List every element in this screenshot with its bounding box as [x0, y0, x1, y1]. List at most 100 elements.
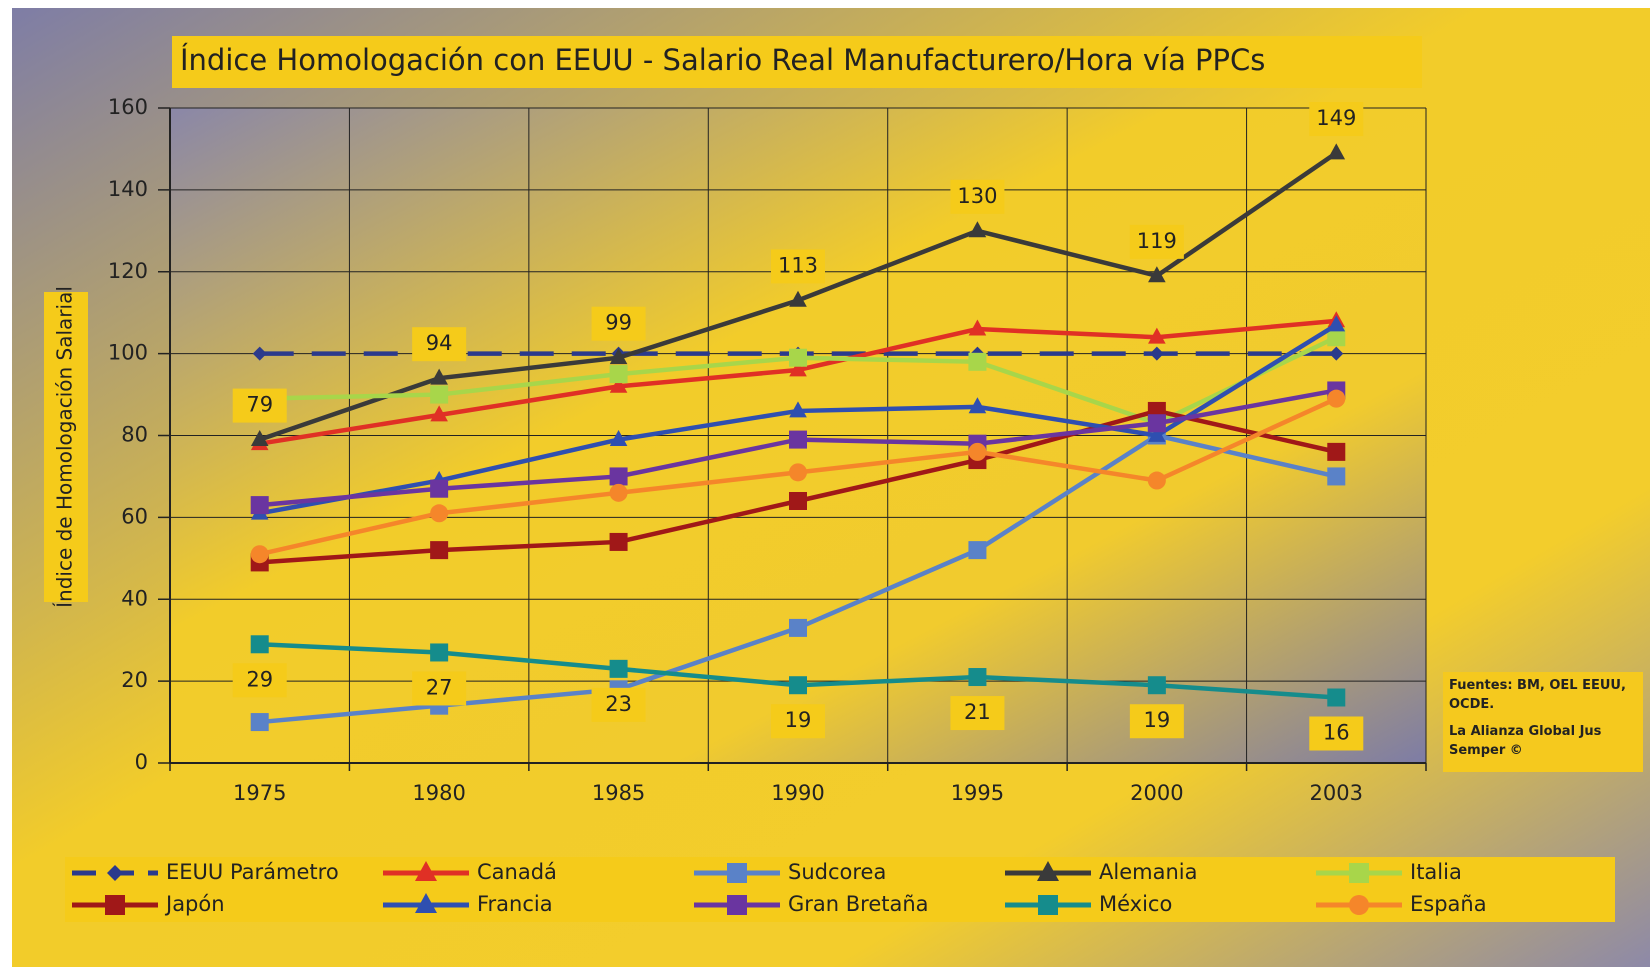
data-point: [430, 643, 449, 662]
x-tick-label: 2003: [1310, 781, 1363, 805]
data-point: [789, 290, 807, 307]
data-point: [789, 618, 807, 637]
data-label-box: [950, 179, 1005, 214]
data-point: [789, 348, 807, 367]
legend-marker: [107, 865, 123, 881]
data-point: [430, 405, 448, 422]
data-point: [968, 319, 987, 336]
y-tick-label: 60: [121, 504, 148, 528]
data-point: [968, 442, 987, 461]
legend-label: México: [1099, 892, 1172, 916]
legend-label: Alemania: [1099, 860, 1197, 884]
data-label-box: [771, 249, 825, 284]
legend-marker: [1349, 895, 1369, 915]
data-point: [609, 659, 628, 678]
data-point: [609, 376, 628, 393]
legend-marker: [727, 895, 747, 915]
legend-label: Canadá: [477, 860, 557, 884]
legend-label: Italia: [1410, 860, 1462, 884]
data-point: [1327, 315, 1346, 332]
data-label: 16: [1323, 721, 1350, 745]
legend-marker: [105, 895, 125, 915]
data-point: [609, 348, 628, 365]
data-label-box: [1129, 224, 1184, 259]
data-label-box: [232, 663, 287, 698]
data-point: [609, 429, 628, 446]
legend-label: Gran Bretaña: [788, 892, 929, 916]
data-point: [789, 492, 807, 510]
y-label-box: [44, 292, 88, 602]
credit: La Alianza Global Jus Semper ©: [1449, 724, 1602, 758]
data-point: [430, 385, 449, 404]
y-tick-label: 100: [108, 341, 148, 365]
legend-label: España: [1410, 892, 1487, 916]
data-point: [1327, 143, 1346, 160]
legend-marker: [1349, 863, 1369, 883]
data-point: [430, 504, 449, 523]
data-point: [1148, 266, 1166, 283]
x-tick-label: 2000: [1130, 781, 1183, 805]
x-tick-label: 1980: [412, 781, 465, 805]
data-label-box: [771, 704, 825, 739]
chart-title: Índice Homologación con EEUU - Salario R…: [180, 43, 1265, 77]
data-point: [1327, 442, 1346, 461]
data-point: [1327, 467, 1346, 486]
data-point: [250, 545, 269, 564]
data-point: [968, 352, 987, 371]
data-label: 27: [426, 675, 453, 699]
data-label-box: [591, 687, 646, 722]
data-label: 99: [605, 311, 632, 335]
x-tick-label: 1985: [592, 781, 645, 805]
data-point: [968, 541, 987, 560]
legend-marker: [415, 893, 437, 913]
data-point: [789, 430, 807, 449]
data-point: [250, 496, 269, 515]
data-label: 21: [964, 700, 991, 724]
data-label: 130: [957, 184, 997, 208]
data-point: [789, 463, 807, 482]
data-label: 19: [785, 708, 812, 732]
y-tick-label: 80: [121, 423, 148, 447]
data-point: [609, 483, 628, 502]
data-label-box: [412, 327, 467, 362]
source: Fuentes: BM, OEL EEUU, OCDE.: [1449, 678, 1626, 712]
x-tick-label: 1990: [771, 781, 824, 805]
data-label: 19: [1143, 708, 1170, 732]
data-label-box: [1129, 704, 1184, 739]
data-label: 113: [778, 253, 818, 277]
data-label: 23: [605, 692, 632, 716]
data-point: [430, 368, 448, 385]
data-point: [250, 429, 269, 446]
data-label-box: [591, 306, 646, 341]
y-tick-label: 160: [108, 95, 148, 119]
data-point: [609, 532, 628, 551]
legend-label: Sudcorea: [788, 860, 886, 884]
data-point: [1327, 389, 1346, 408]
data-point: [1149, 346, 1164, 361]
data-label: 94: [426, 331, 453, 355]
data-point: [609, 467, 628, 486]
data-point: [789, 676, 807, 695]
legend-label: Japón: [164, 892, 225, 916]
data-point: [430, 541, 449, 560]
y-tick-label: 20: [121, 668, 148, 692]
y-axis-label: Índice de Homologación Salarial: [53, 286, 77, 608]
data-point: [968, 668, 987, 687]
data-point: [250, 635, 269, 654]
data-point: [1147, 471, 1166, 490]
data-point: [968, 221, 987, 238]
y-tick-label: 120: [108, 259, 148, 283]
data-label-box: [232, 388, 287, 423]
legend-marker: [727, 863, 747, 883]
data-point: [1327, 328, 1346, 347]
legend-label: Francia: [477, 892, 553, 916]
data-point: [1147, 414, 1166, 433]
data-point: [1147, 676, 1166, 695]
data-point: [968, 397, 987, 414]
legend-label: EEUU Parámetro: [166, 860, 339, 884]
data-label-box: [412, 671, 467, 706]
data-label-box: [950, 696, 1005, 731]
legend-marker: [1038, 895, 1058, 915]
y-tick-label: 40: [121, 586, 148, 610]
